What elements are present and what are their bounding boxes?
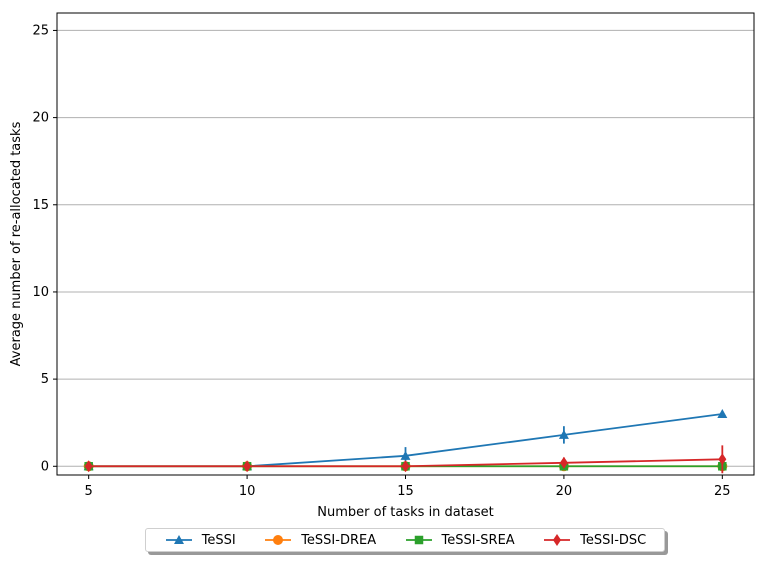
y-axis-label: Average number of re-allocated tasks (9, 121, 24, 366)
legend-label: TeSSI (201, 532, 236, 548)
legend-marker-tessi-dsc (553, 534, 562, 546)
legend-marker-tessi (173, 535, 184, 544)
data-point-tessi-dsc (243, 460, 252, 473)
legend-marker-tessi-srea (414, 535, 423, 545)
y-tick-label: 5 (41, 372, 49, 387)
legend-swatch-tessi-srea (405, 535, 432, 545)
legend-item-tessi-drea: TeSSI-DREA (263, 533, 376, 548)
data-point-tessi (558, 429, 569, 439)
plot-frame (56, 12, 755, 476)
legend: TeSSI TeSSI-DREA TeSSI-SREA TeSSI-DSC (145, 528, 665, 552)
legend-label: TeSSI-DSC (580, 532, 647, 548)
y-tick-label: 0 (41, 459, 49, 474)
y-tick-label: 20 (32, 111, 49, 126)
legend-swatch-tessi-drea (265, 535, 292, 545)
x-tick-label: 5 (85, 484, 93, 499)
legend-marker-tessi-drea (273, 535, 284, 545)
data-point-tessi-dsc (559, 456, 568, 469)
legend-swatch-tessi (165, 535, 192, 544)
x-tick-label: 10 (239, 484, 256, 499)
legend-item-tessi-srea: TeSSI-SREA (404, 533, 515, 548)
x-tick-label: 25 (714, 484, 731, 499)
series-layer (83, 408, 728, 474)
data-point-tessi-dsc (401, 460, 410, 473)
x-axis-ticks: 5 10 15 20 25 (85, 475, 731, 499)
gridlines (57, 29, 754, 467)
x-tick-label: 15 (397, 484, 414, 499)
y-axis-ticks: 0 5 10 15 20 25 (32, 23, 57, 474)
series-tessi-dsc (84, 445, 727, 474)
x-axis-label: Number of tasks in dataset (317, 505, 493, 520)
data-point-tessi-dsc (84, 460, 93, 473)
y-tick-label: 10 (32, 285, 49, 300)
legend-label: TeSSI-DREA (301, 532, 377, 548)
y-tick-label: 15 (32, 198, 49, 213)
legend-label: TeSSI-SREA (441, 532, 515, 548)
data-point-tessi (717, 408, 728, 418)
legend-swatch-tessi-dsc (544, 534, 571, 546)
data-point-tessi (400, 450, 411, 460)
legend-item-tessi-dsc: TeSSI-DSC (542, 533, 646, 548)
y-tick-label: 25 (32, 23, 49, 38)
legend-item-tessi: TeSSI (164, 533, 236, 548)
x-tick-label: 20 (556, 484, 573, 499)
data-point-tessi-dsc (718, 453, 727, 466)
